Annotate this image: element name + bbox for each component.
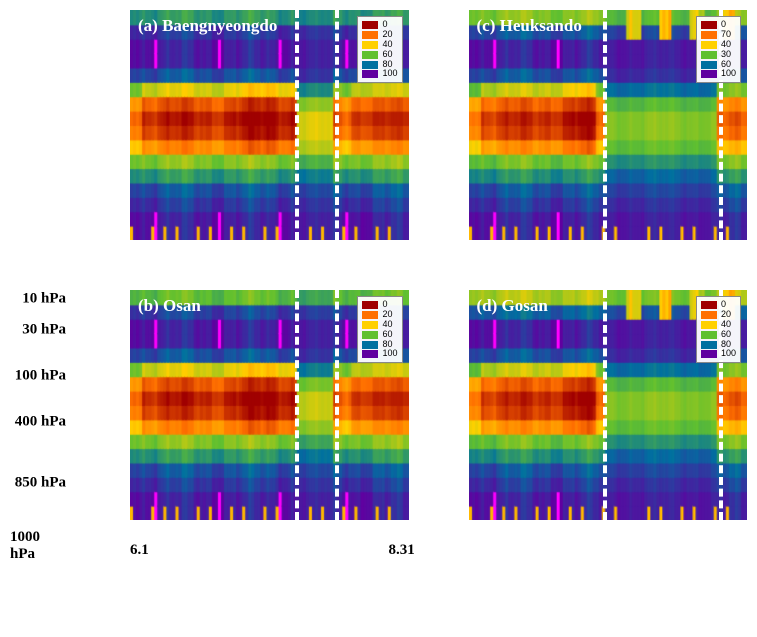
marker-dashed-line bbox=[295, 10, 299, 240]
legend-d: 020406080100 bbox=[696, 296, 741, 363]
legend-swatch bbox=[701, 311, 717, 319]
legend-swatch bbox=[362, 321, 378, 329]
chart-area-d: (d) Gosan 020406080100 12345678910111213… bbox=[469, 290, 748, 520]
legend-swatch bbox=[701, 350, 717, 358]
legend-entry: 40 bbox=[362, 320, 397, 330]
legend-swatch bbox=[362, 41, 378, 49]
legend-swatch bbox=[701, 301, 717, 309]
marker-dashed-line bbox=[295, 290, 299, 520]
legend-swatch bbox=[701, 21, 717, 29]
legend-swatch bbox=[362, 350, 378, 358]
chart-area-c: (c) Heuksando 070403060100 1234567891011… bbox=[469, 10, 748, 240]
legend-swatch bbox=[362, 31, 378, 39]
panel-title-b: (b) Osan bbox=[138, 296, 201, 316]
legend-entry: 60 bbox=[362, 50, 397, 60]
pressure-label: 30 hPa bbox=[22, 321, 66, 338]
legend-swatch bbox=[701, 331, 717, 339]
panel-title-c: (c) Heuksando bbox=[477, 16, 582, 36]
pressure-label: 850 hPa bbox=[15, 475, 66, 492]
legend-swatch bbox=[362, 301, 378, 309]
legend-label: 100 bbox=[382, 349, 397, 359]
legend-swatch bbox=[701, 321, 717, 329]
panel-b: (b) Osan 020406080100 123456789101112131… bbox=[90, 290, 409, 560]
legend-label: 100 bbox=[382, 69, 397, 79]
legend-swatch bbox=[362, 70, 378, 78]
legend-c: 070403060100 bbox=[696, 16, 741, 83]
legend-swatch bbox=[362, 51, 378, 59]
marker-dashed-line bbox=[603, 290, 607, 520]
pressure-label: 100 hPa bbox=[15, 367, 66, 384]
legend-entry: 20 bbox=[362, 30, 397, 40]
legend-swatch bbox=[362, 61, 378, 69]
panel-d: (d) Gosan 020406080100 12345678910111213… bbox=[429, 290, 748, 560]
panel-title-d: (d) Gosan bbox=[477, 296, 548, 316]
panel-c: (c) Heuksando 070403060100 1234567891011… bbox=[429, 10, 748, 280]
legend-entry: 100 bbox=[362, 69, 397, 79]
legend-entry: 60 bbox=[362, 330, 397, 340]
legend-swatch bbox=[701, 41, 717, 49]
pressure-label: 10 hPa bbox=[22, 291, 66, 308]
legend-swatch bbox=[701, 61, 717, 69]
legend-swatch bbox=[701, 341, 717, 349]
legend-entry: 0 bbox=[362, 20, 397, 30]
legend-entry: 0 bbox=[362, 300, 397, 310]
chart-area-a: (a) Baengnyeongdo 020406080100 123456789… bbox=[130, 10, 409, 240]
legend-a: 020406080100 bbox=[357, 16, 402, 83]
panel-title-a: (a) Baengnyeongdo bbox=[138, 16, 277, 36]
marker-dashed-line bbox=[603, 10, 607, 240]
legend-swatch bbox=[701, 51, 717, 59]
legend-entry: 100 bbox=[362, 349, 397, 359]
legend-swatch bbox=[362, 341, 378, 349]
marker-dashed-line bbox=[335, 10, 339, 240]
legend-entry: 100 bbox=[701, 349, 736, 359]
legend-swatch bbox=[362, 331, 378, 339]
legend-swatch bbox=[701, 31, 717, 39]
legend-swatch bbox=[362, 311, 378, 319]
panel-a: (a) Baengnyeongdo 020406080100 123456789… bbox=[90, 10, 409, 280]
legend-entry: 100 bbox=[701, 69, 736, 79]
marker-dashed-line bbox=[335, 290, 339, 520]
legend-label: 100 bbox=[721, 69, 736, 79]
pressure-label: 400 hPa bbox=[15, 413, 66, 430]
figure-grid: 10 hPa 30 hPa 100 hPa 400 hPa 850 hPa 1000 hP… bbox=[10, 10, 747, 560]
legend-swatch bbox=[362, 21, 378, 29]
pressure-label: 1000 hPa bbox=[10, 529, 66, 563]
legend-entry: 20 bbox=[362, 310, 397, 320]
date-end-label: 8.31 bbox=[389, 542, 415, 559]
legend-label: 100 bbox=[721, 349, 736, 359]
pressure-axis-labels: 10 hPa 30 hPa 100 hPa 400 hPa 850 hPa 1000 hP… bbox=[10, 290, 70, 560]
legend-entry: 40 bbox=[362, 40, 397, 50]
legend-b: 020406080100 bbox=[357, 296, 402, 363]
legend-swatch bbox=[701, 70, 717, 78]
